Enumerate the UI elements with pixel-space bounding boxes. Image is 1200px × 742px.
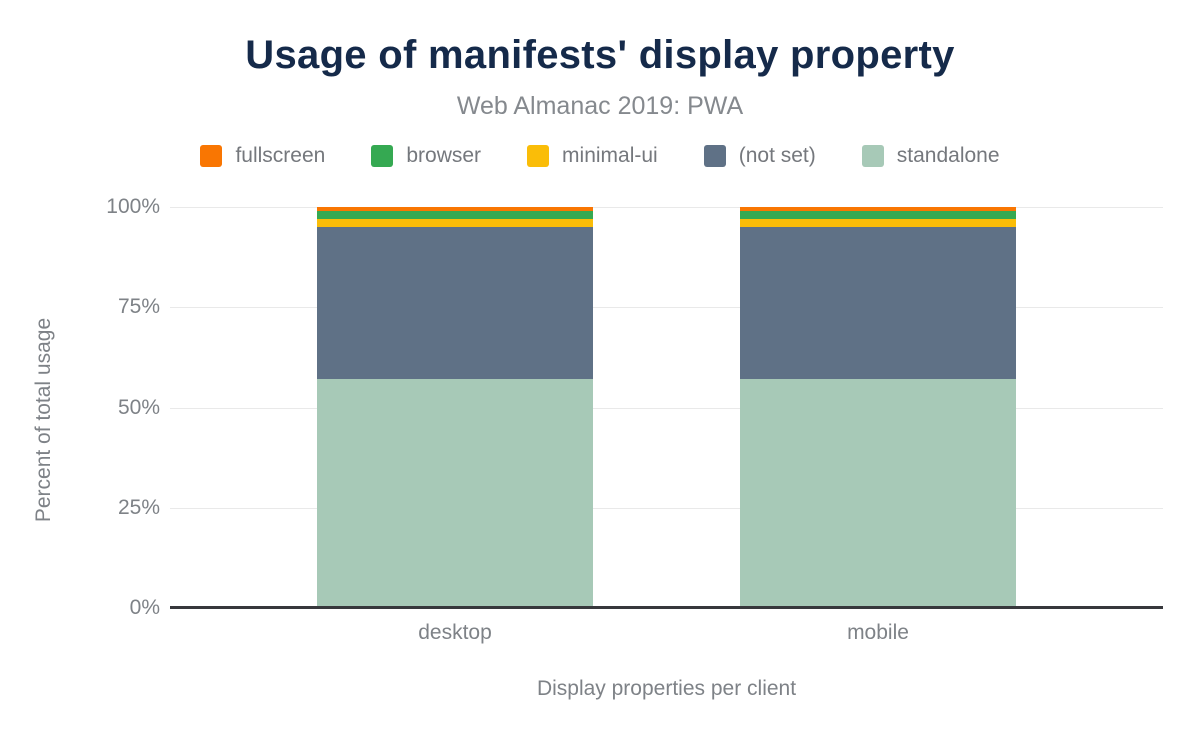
bar-segment-desktop-browser[interactable] [317,211,593,220]
bars-container [170,207,1163,608]
bar-segment-desktop-standalone[interactable] [317,379,593,608]
legend-swatch-browser [371,145,394,167]
bar-segment-mobile-minimal-ui[interactable] [740,219,1016,228]
y-tick-label-100: 100% [106,195,160,218]
x-axis-line [170,606,1163,609]
legend-swatch-fullscreen [200,145,223,167]
legend-label-fullscreen: fullscreen [235,144,326,167]
y-tick-label-75: 75% [117,295,160,319]
bar-segment-mobile-fullscreen[interactable] [740,207,1016,211]
x-axis-tick-labels: desktop mobile [170,621,1163,645]
x-tick-label-mobile: mobile [847,621,909,644]
legend: fullscreen browser minimal-ui (not set) stan… [0,144,1200,168]
chart-title: Usage of manifests' display property [245,33,955,77]
y-tick-label-25: 25% [117,495,160,519]
bar-segment-desktop-fullscreen[interactable] [317,207,593,211]
legend-item-minimal-ui[interactable]: minimal-ui [527,144,658,168]
legend-item-browser[interactable]: browser [371,144,481,168]
y-tick-label-0: 0% [129,596,160,619]
bar-segment-mobile-not-set[interactable] [740,227,1016,380]
chart-subtitle: Web Almanac 2019: PWA [456,92,744,120]
legend-label-minimal-ui: minimal-ui [562,144,658,167]
gridline-100 [170,207,1163,208]
gridline-50 [170,407,1163,409]
y-tick-label-50: 50% [117,395,160,419]
legend-swatch-standalone [861,145,884,167]
bar-segment-desktop-not-set[interactable] [317,227,593,380]
bar-segment-desktop-minimal-ui[interactable] [317,219,593,228]
y-axis-tick-labels: 0% 25% 50% 75% 100% [0,195,160,619]
bar-desktop [317,207,593,608]
bar-mobile [740,207,1016,608]
legend-swatch-not-set [703,145,726,167]
plot-area [170,207,1163,608]
x-tick-label-desktop: desktop [418,621,492,644]
x-axis-title: Display properties per client [536,677,797,700]
bar-segment-mobile-browser[interactable] [740,211,1016,220]
legend-label-standalone: standalone [896,144,1000,167]
legend-label-browser: browser [406,144,482,167]
gridline-25 [170,507,1163,509]
legend-item-not-set[interactable]: (not set) [703,144,816,168]
legend-item-fullscreen[interactable]: fullscreen [200,144,325,168]
gridline-75 [170,307,1163,309]
bar-segment-mobile-standalone[interactable] [740,379,1016,608]
legend-label-not-set: (not set) [738,144,816,167]
legend-item-standalone[interactable]: standalone [861,144,1000,168]
legend-swatch-minimal-ui [527,145,550,167]
